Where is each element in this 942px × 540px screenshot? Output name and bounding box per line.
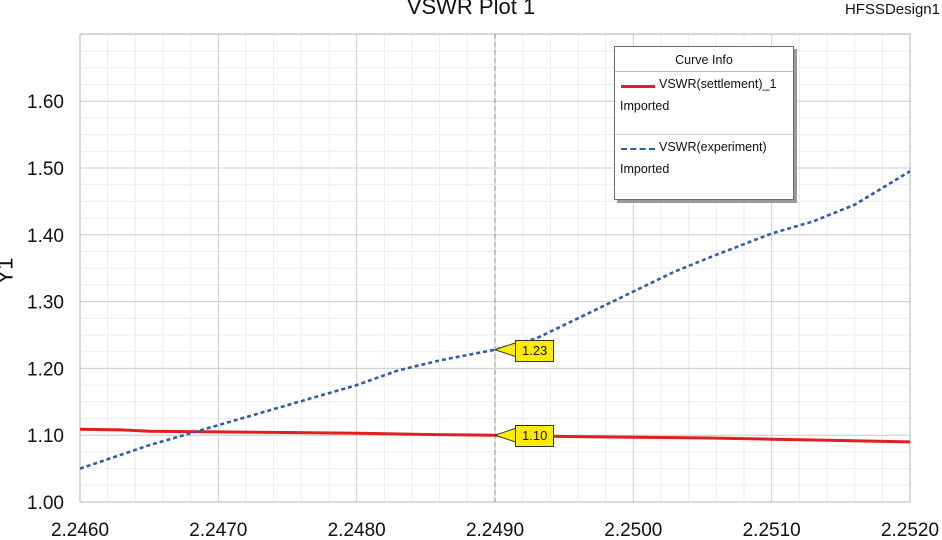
marker-label[interactable]: 1.23 (515, 339, 555, 362)
marker-pointers (493, 342, 517, 443)
marker-label[interactable]: 1.10 (515, 425, 555, 448)
legend-entry-experiment[interactable]: VSWR(experiment) Imported (615, 134, 793, 197)
marker-pointer (493, 427, 517, 443)
axes: 2.2460 2.2470 2.2480 2.2490 2.2500 2.2510 2.25… (27, 33, 939, 540)
curve-info-legend[interactable]: Curve Info VSWR(settlement)_1 Imported V… (614, 46, 794, 200)
legend-entry-settlement[interactable]: VSWR(settlement)_1 Imported (615, 72, 793, 134)
y-tick-label: 1.60 (27, 92, 64, 113)
legend-entry-subtitle: Imported (620, 162, 670, 176)
legend-entry-name: VSWR(settlement)_1 (659, 77, 777, 91)
y-tick-label: 1.50 (27, 159, 64, 180)
y-tick-label: 1.40 (27, 226, 64, 247)
y-tick-label: 1.20 (27, 359, 64, 380)
legend-entry-name: VSWR(experiment) (659, 140, 767, 154)
chart-title: VSWR Plot 1 (406, 0, 536, 19)
series-settlement-line (79, 427, 911, 444)
design-name-label: HFSSDesign1 (844, 1, 940, 18)
x-tick-label: 2.2490 (466, 520, 524, 540)
x-tick-label: 2.2460 (51, 520, 109, 540)
marker-pointer (493, 342, 517, 358)
x-tick-label: 2.2480 (328, 520, 386, 540)
x-tick-label: 2.2510 (743, 520, 801, 540)
x-tick-label: 2.2520 (881, 520, 939, 540)
x-tick-label: 2.2470 (189, 520, 247, 540)
legend-line-settlement (621, 85, 655, 88)
legend-title: Curve Info (615, 47, 793, 72)
x-tick-label: 2.2500 (604, 520, 662, 540)
series-group (79, 170, 911, 470)
legend-line-experiment (621, 148, 655, 150)
legend-entry-subtitle: Imported (620, 99, 670, 113)
y-tick-label: 1.30 (27, 293, 64, 314)
y-tick-label: 1.10 (27, 426, 64, 447)
y-tick-label: 1.00 (27, 493, 64, 514)
